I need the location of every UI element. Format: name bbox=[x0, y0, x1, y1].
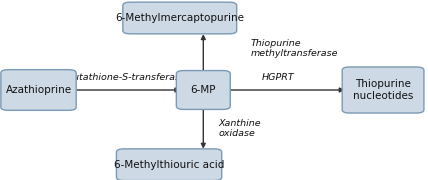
Text: 6-Methylmercaptopurine: 6-Methylmercaptopurine bbox=[115, 13, 244, 23]
FancyBboxPatch shape bbox=[176, 71, 230, 109]
Text: HGPRT: HGPRT bbox=[262, 73, 294, 82]
Text: Thiopurine
methyltransferase: Thiopurine methyltransferase bbox=[250, 39, 338, 58]
Text: Azathioprine: Azathioprine bbox=[6, 85, 71, 95]
Text: Thiopurine
nucleotides: Thiopurine nucleotides bbox=[353, 79, 413, 101]
FancyBboxPatch shape bbox=[342, 67, 424, 113]
Text: 6-MP: 6-MP bbox=[190, 85, 216, 95]
FancyBboxPatch shape bbox=[123, 2, 237, 34]
Text: Glutathione-S-transferase: Glutathione-S-transferase bbox=[64, 73, 187, 82]
Text: 6-Methylthiouric acid: 6-Methylthiouric acid bbox=[114, 160, 224, 170]
FancyBboxPatch shape bbox=[116, 149, 222, 180]
Text: Xanthine
oxidase: Xanthine oxidase bbox=[218, 119, 261, 138]
FancyBboxPatch shape bbox=[1, 70, 76, 110]
